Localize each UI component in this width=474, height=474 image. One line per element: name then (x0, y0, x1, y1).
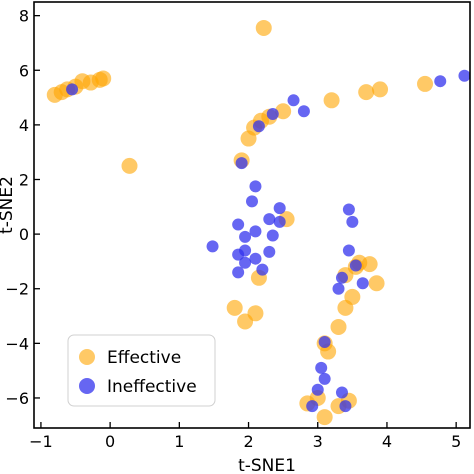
ineffective-point (349, 259, 362, 272)
ineffective-point (263, 213, 276, 226)
x-tick-label: 2 (243, 432, 253, 451)
ineffective-point (434, 75, 447, 88)
ineffective-point (239, 230, 252, 243)
ineffective-point (306, 400, 319, 413)
ineffective-point (246, 195, 258, 208)
ineffective-point (66, 83, 79, 96)
effective-point (95, 70, 112, 87)
ineffective-point (266, 229, 279, 242)
ineffective-point (249, 225, 262, 238)
effective-point (337, 299, 354, 316)
ineffective-point (318, 335, 331, 348)
ineffective-point (232, 266, 245, 279)
effective-point (417, 75, 434, 92)
ineffective-point (339, 400, 352, 413)
effective-point (226, 299, 243, 316)
y-tick-label: 0 (19, 225, 29, 244)
ineffective-point (335, 386, 348, 399)
legend-label-effective: Effective (107, 348, 181, 368)
y-tick-label: 6 (19, 61, 29, 80)
ineffective-series (66, 69, 471, 413)
legend-box (67, 334, 216, 407)
ineffective-point (315, 361, 328, 374)
ineffective-point (273, 202, 286, 215)
ineffective-point (356, 277, 369, 290)
ineffective-point (252, 120, 265, 133)
ineffective-point (266, 107, 279, 120)
y-tick-label: 4 (19, 116, 29, 135)
effective-point (247, 305, 264, 322)
ineffective-point (311, 383, 324, 396)
x-tick-label: 0 (105, 432, 115, 451)
effective-point (121, 157, 138, 174)
x-axis-label: t-SNE1 (238, 456, 296, 474)
ineffective-point (335, 271, 348, 284)
y-axis-label: t-SNE2 (0, 176, 17, 234)
x-tick-label: 3 (313, 432, 323, 451)
ineffective-point (342, 244, 355, 257)
ineffective-point (342, 203, 355, 216)
ineffective-point (287, 94, 300, 107)
ineffective-point (318, 372, 331, 385)
ineffective-point (346, 215, 359, 228)
plot-frame (33, 1, 471, 429)
legend: Effective Ineffective (67, 334, 216, 407)
y-tick-label: −2 (5, 280, 29, 299)
legend-label-ineffective: Ineffective (107, 377, 197, 397)
effective-point (275, 103, 292, 120)
effective-point (372, 81, 389, 98)
effective-point (316, 409, 333, 426)
effective-point (330, 318, 347, 335)
y-tick-label: −4 (5, 334, 29, 353)
x-axis-ticks: −1 0 1 2 3 4 5 (29, 422, 461, 451)
ineffective-point (458, 69, 471, 82)
x-tick-label: −1 (29, 432, 53, 451)
x-tick-label: 5 (451, 432, 461, 451)
ineffective-point (273, 215, 286, 228)
effective-point (361, 256, 378, 273)
ineffective-point (332, 282, 345, 295)
y-tick-label: −6 (5, 389, 29, 408)
ineffective-point (235, 157, 248, 170)
x-tick-label: 4 (382, 432, 392, 451)
ineffective-point (256, 263, 269, 276)
effective-point (323, 92, 340, 109)
y-tick-label: 8 (19, 7, 29, 26)
ineffective-point (297, 105, 310, 118)
legend-marker-ineffective (79, 378, 95, 394)
x-tick-label: 1 (174, 432, 184, 451)
legend-marker-effective (79, 349, 95, 365)
y-tick-label: 2 (19, 171, 29, 190)
ineffective-point (239, 256, 252, 269)
ineffective-point (249, 180, 262, 193)
effective-point (368, 275, 385, 292)
ineffective-point (232, 218, 245, 231)
ineffective-point (249, 252, 262, 265)
effective-point (255, 19, 272, 36)
ineffective-point (232, 248, 245, 261)
ineffective-point (263, 245, 276, 258)
ineffective-point (206, 240, 219, 253)
y-axis-ticks: −6 −4 −2 0 2 4 6 8 (5, 7, 40, 408)
effective-point (358, 84, 375, 101)
